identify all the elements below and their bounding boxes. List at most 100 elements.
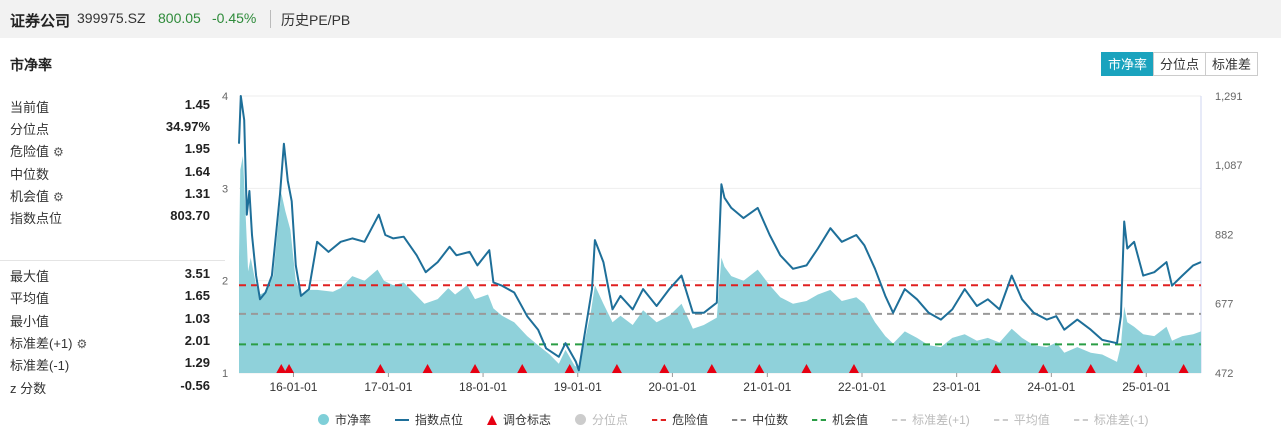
legend-label: 危险值: [672, 413, 709, 427]
legend-label: 指数点位: [415, 413, 464, 427]
stat-value: 34.97%: [165, 119, 210, 135]
x-tick-label: 23-01-01: [933, 380, 981, 394]
dash-legend-icon: [652, 418, 667, 421]
stat-row: 指数点位 803.70: [10, 208, 210, 230]
legend-label: 标准差(-1): [1093, 413, 1149, 427]
stat-label: 机会值 ⚙: [10, 186, 64, 205]
stat-row: z 分数 -0.56: [10, 378, 210, 400]
legend-item[interactable]: 标准差(-1): [1073, 411, 1149, 428]
x-tick-label: 21-01-01: [743, 380, 791, 394]
legend-item[interactable]: 市净率: [318, 411, 371, 428]
tab-pb[interactable]: 市净率: [1101, 52, 1155, 76]
rebalance-marker: [706, 364, 717, 373]
y-left-tick-label: 4: [222, 91, 228, 103]
stat-label-text: 危险值: [10, 144, 50, 160]
stat-row: 机会值 ⚙ 1.31: [10, 186, 210, 208]
stat-label: 当前值: [10, 97, 49, 116]
rebalance-marker: [422, 364, 433, 373]
y-right-tick-label: 882: [1215, 229, 1233, 241]
stat-value: 1.64: [184, 163, 210, 179]
dash-legend-icon: [993, 418, 1008, 421]
tab-std-dev[interactable]: 标准差: [1205, 52, 1259, 76]
stat-row: 当前值 1.45: [10, 97, 210, 119]
gear-icon[interactable]: ⚙: [76, 336, 88, 351]
x-tick-label: 24-01-01: [1027, 380, 1075, 394]
history-pe-pb-link[interactable]: 历史PE/PB: [281, 12, 351, 28]
x-tick-label: 20-01-01: [648, 380, 696, 394]
stat-row: 平均值 1.65: [10, 288, 210, 310]
rebalance-marker: [659, 364, 670, 373]
triangle-legend-icon: [487, 414, 498, 425]
stat-label-text: 标准差(+1): [10, 335, 73, 351]
stat-row: 危险值 ⚙ 1.95: [10, 141, 210, 163]
stat-label-text: 机会值: [10, 188, 50, 204]
stat-label: 平均值: [10, 288, 49, 307]
index-code: 399975.SZ: [77, 10, 146, 26]
line-legend-icon: [395, 418, 410, 421]
top-bar: 证券公司 399975.SZ 800.05 -0.45% 历史PE/PB: [0, 0, 1281, 38]
x-tick-label: 25-01-01: [1122, 380, 1170, 394]
y-right-tick-label: 677: [1215, 299, 1233, 311]
legend-label: 平均值: [1013, 413, 1050, 427]
legend-item[interactable]: 危险值: [652, 411, 708, 428]
stat-label: 标准差(-1): [10, 355, 69, 374]
stat-label: 分位点: [10, 119, 49, 138]
circle-legend-icon: [575, 414, 587, 425]
y-left-tick-label: 1: [222, 368, 228, 380]
rebalance-marker: [284, 364, 295, 373]
pb-area: [239, 156, 1201, 373]
stat-value: 1.65: [184, 288, 210, 304]
dash-legend-icon: [892, 418, 907, 421]
legend-item[interactable]: 调仓标志: [487, 411, 551, 428]
stat-value: 1.29: [184, 355, 210, 371]
stat-label: 危险值 ⚙: [10, 141, 64, 160]
index-price: 800.05: [158, 10, 201, 26]
rebalance-marker: [801, 364, 812, 373]
y-right-tick-label: 472: [1215, 368, 1233, 380]
gear-icon[interactable]: ⚙: [53, 189, 64, 204]
legend-label: 机会值: [832, 413, 869, 427]
x-tick-label: 18-01-01: [459, 380, 507, 394]
legend-item[interactable]: 平均值: [993, 411, 1050, 428]
header-divider: [270, 10, 271, 28]
stat-label-text: 最大值: [10, 269, 50, 284]
rebalance-marker: [1178, 364, 1189, 373]
rebalance-marker: [564, 364, 575, 373]
stat-label-text: 指数点位: [10, 211, 63, 226]
stat-label-text: 平均值: [10, 291, 50, 307]
stat-label: 标准差(+1) ⚙: [10, 333, 87, 352]
legend-label: 分位点: [592, 413, 629, 427]
rebalance-marker: [611, 364, 622, 373]
legend-label: 中位数: [752, 413, 789, 427]
legend-label: 调仓标志: [503, 413, 552, 427]
gear-icon[interactable]: ⚙: [53, 145, 64, 160]
legend-label: 市净率: [335, 413, 372, 427]
stat-row: 最大值 3.51: [10, 266, 210, 288]
stats-divider: [0, 260, 225, 261]
legend-item[interactable]: 中位数: [732, 411, 788, 428]
index-name: 证券公司: [10, 13, 71, 30]
index-line: [238, 95, 1202, 372]
stat-row: 最小值 1.03: [10, 311, 210, 333]
legend-item[interactable]: 分位点: [575, 411, 628, 428]
rebalance-marker: [517, 364, 528, 373]
chart-legend: 市净率 指数点位 调仓标志 分位点 危险值 中位数 机会值 标准差(+1) 平均值 标准差(-1): [318, 411, 1172, 428]
x-tick-label: 22-01-01: [838, 380, 886, 394]
y-left-tick-label: 3: [222, 183, 228, 195]
stat-value: 3.51: [184, 266, 210, 281]
stat-label: 指数点位: [10, 208, 62, 227]
legend-item[interactable]: 标准差(+1): [892, 411, 970, 428]
rebalance-marker: [1085, 364, 1096, 373]
stat-label: 最小值: [10, 311, 49, 330]
rebalance-marker: [754, 364, 765, 373]
rebalance-marker: [848, 364, 859, 373]
stat-label-text: 中位数: [10, 166, 50, 182]
rebalance-marker: [990, 364, 1001, 373]
legend-item[interactable]: 机会值: [812, 411, 868, 428]
stat-value: 1.31: [184, 185, 210, 201]
legend-item[interactable]: 指数点位: [395, 411, 463, 428]
stat-value: 803.70: [170, 208, 210, 223]
stat-label-text: 当前值: [10, 100, 50, 115]
rebalance-marker: [470, 364, 481, 373]
